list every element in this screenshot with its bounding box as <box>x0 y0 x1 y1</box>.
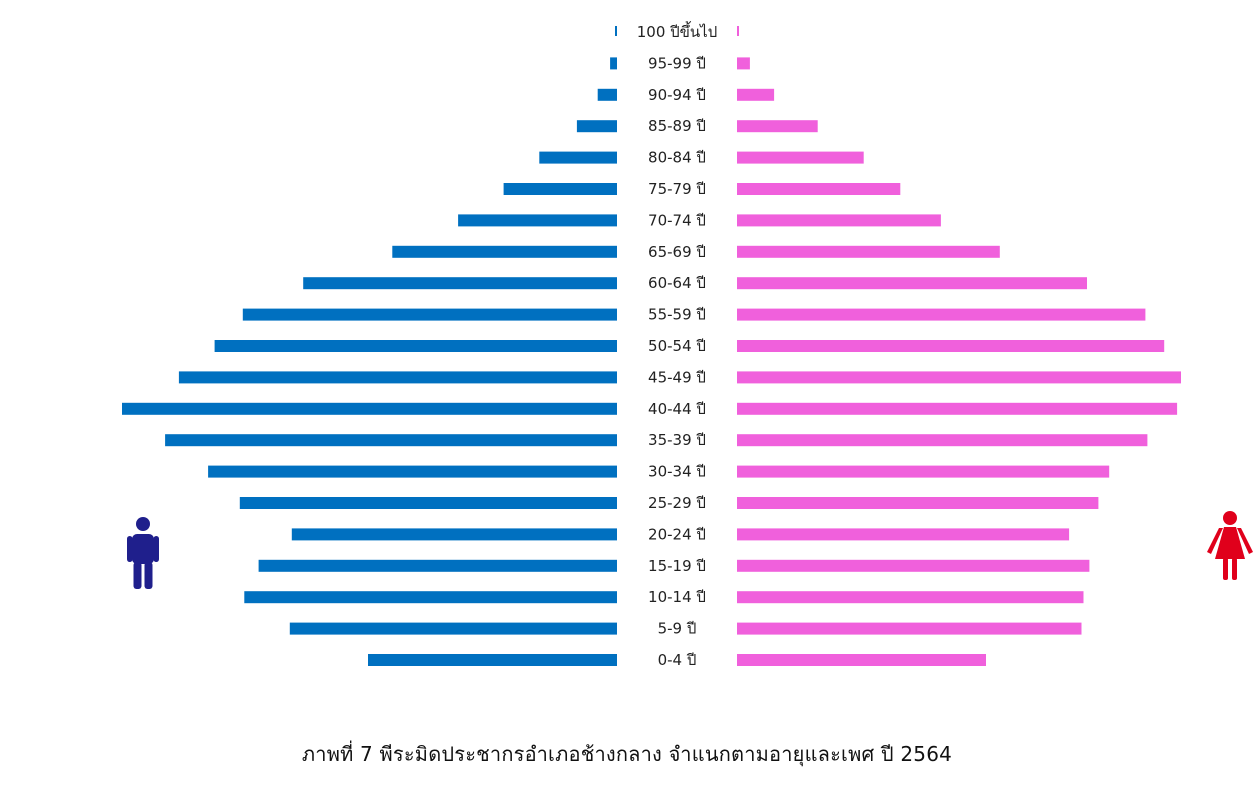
male-bar <box>503 183 617 195</box>
female-bar <box>737 245 1000 258</box>
age-group-label: 10-14 ปี <box>648 588 706 606</box>
female-bar <box>737 277 1087 290</box>
age-group-label: 20-24 ปี <box>648 525 706 543</box>
female-bar <box>737 497 1099 509</box>
age-group-label: 100 ปีขึ้นไป <box>637 21 718 41</box>
female-bar <box>737 57 750 70</box>
female-bar <box>737 591 1084 604</box>
female-bar <box>737 88 775 101</box>
male-bar <box>291 528 617 541</box>
female-bar <box>737 654 986 666</box>
male-bar <box>289 622 617 635</box>
age-group-label: 5-9 ปี <box>658 620 697 638</box>
male-bar <box>303 277 617 290</box>
female-bar <box>737 120 818 133</box>
age-group-label: 95-99 ปี <box>648 54 706 72</box>
age-group-label: 0-4 ปี <box>658 651 697 669</box>
woman-figure-icon <box>1207 511 1253 580</box>
age-group-label: 65-69 ปี <box>648 243 706 261</box>
age-group-label: 35-39 ปี <box>648 431 706 449</box>
male-bar <box>615 26 617 36</box>
male-bar <box>576 120 617 133</box>
female-bar <box>737 340 1165 352</box>
male-bar <box>610 57 617 70</box>
female-bar <box>737 26 739 36</box>
age-group-label: 55-59 ปี <box>648 306 706 324</box>
male-bar <box>214 340 617 352</box>
female-bar <box>737 402 1178 415</box>
age-group-label: 45-49 ปี <box>648 368 706 386</box>
male-bar <box>242 308 618 321</box>
female-bar <box>737 622 1082 635</box>
figure-caption: ภาพที่ 7 พีระมิดประชากรอำเภอช้างกลาง จำแ… <box>301 742 953 766</box>
male-bar <box>597 88 617 101</box>
female-bar <box>737 183 901 195</box>
male-bar <box>539 151 617 164</box>
male-bar <box>122 402 617 415</box>
male-bar <box>368 654 617 666</box>
female-bar <box>737 151 864 164</box>
female-bar <box>737 308 1146 321</box>
female-bar <box>737 434 1148 447</box>
man-figure-icon <box>127 517 159 589</box>
age-labels-layer: 100 ปีขึ้นไป 95-99 ปี 90-94 ปี 85-89 ปี 80-8… <box>637 21 718 669</box>
age-group-label: 90-94 ปี <box>648 86 706 104</box>
male-bar <box>165 434 617 447</box>
age-group-label: 80-84 ปี <box>648 149 706 167</box>
female-bar <box>737 465 1110 478</box>
age-group-label: 25-29 ปี <box>648 494 706 512</box>
male-bar <box>392 245 617 258</box>
male-bar <box>239 497 618 509</box>
age-group-label: 60-64 ปี <box>648 274 706 292</box>
male-bar <box>244 591 618 604</box>
female-bar <box>737 214 941 227</box>
age-group-label: 70-74 ปี <box>648 211 706 229</box>
age-group-label: 40-44 ปี <box>648 400 706 418</box>
age-group-label: 75-79 ปี <box>648 180 706 198</box>
female-bar <box>737 528 1070 541</box>
age-group-label: 15-19 ปี <box>648 557 706 575</box>
male-bar <box>458 214 617 227</box>
age-group-label: 85-89 ปี <box>648 117 706 135</box>
male-bar <box>178 371 617 384</box>
male-bar <box>208 465 617 478</box>
male-bar <box>258 559 617 572</box>
age-group-label: 50-54 ปี <box>648 337 706 355</box>
female-bar <box>737 559 1090 572</box>
bars-layer <box>122 26 1181 666</box>
female-bar <box>737 371 1181 384</box>
age-group-label: 30-34 ปี <box>648 463 706 481</box>
